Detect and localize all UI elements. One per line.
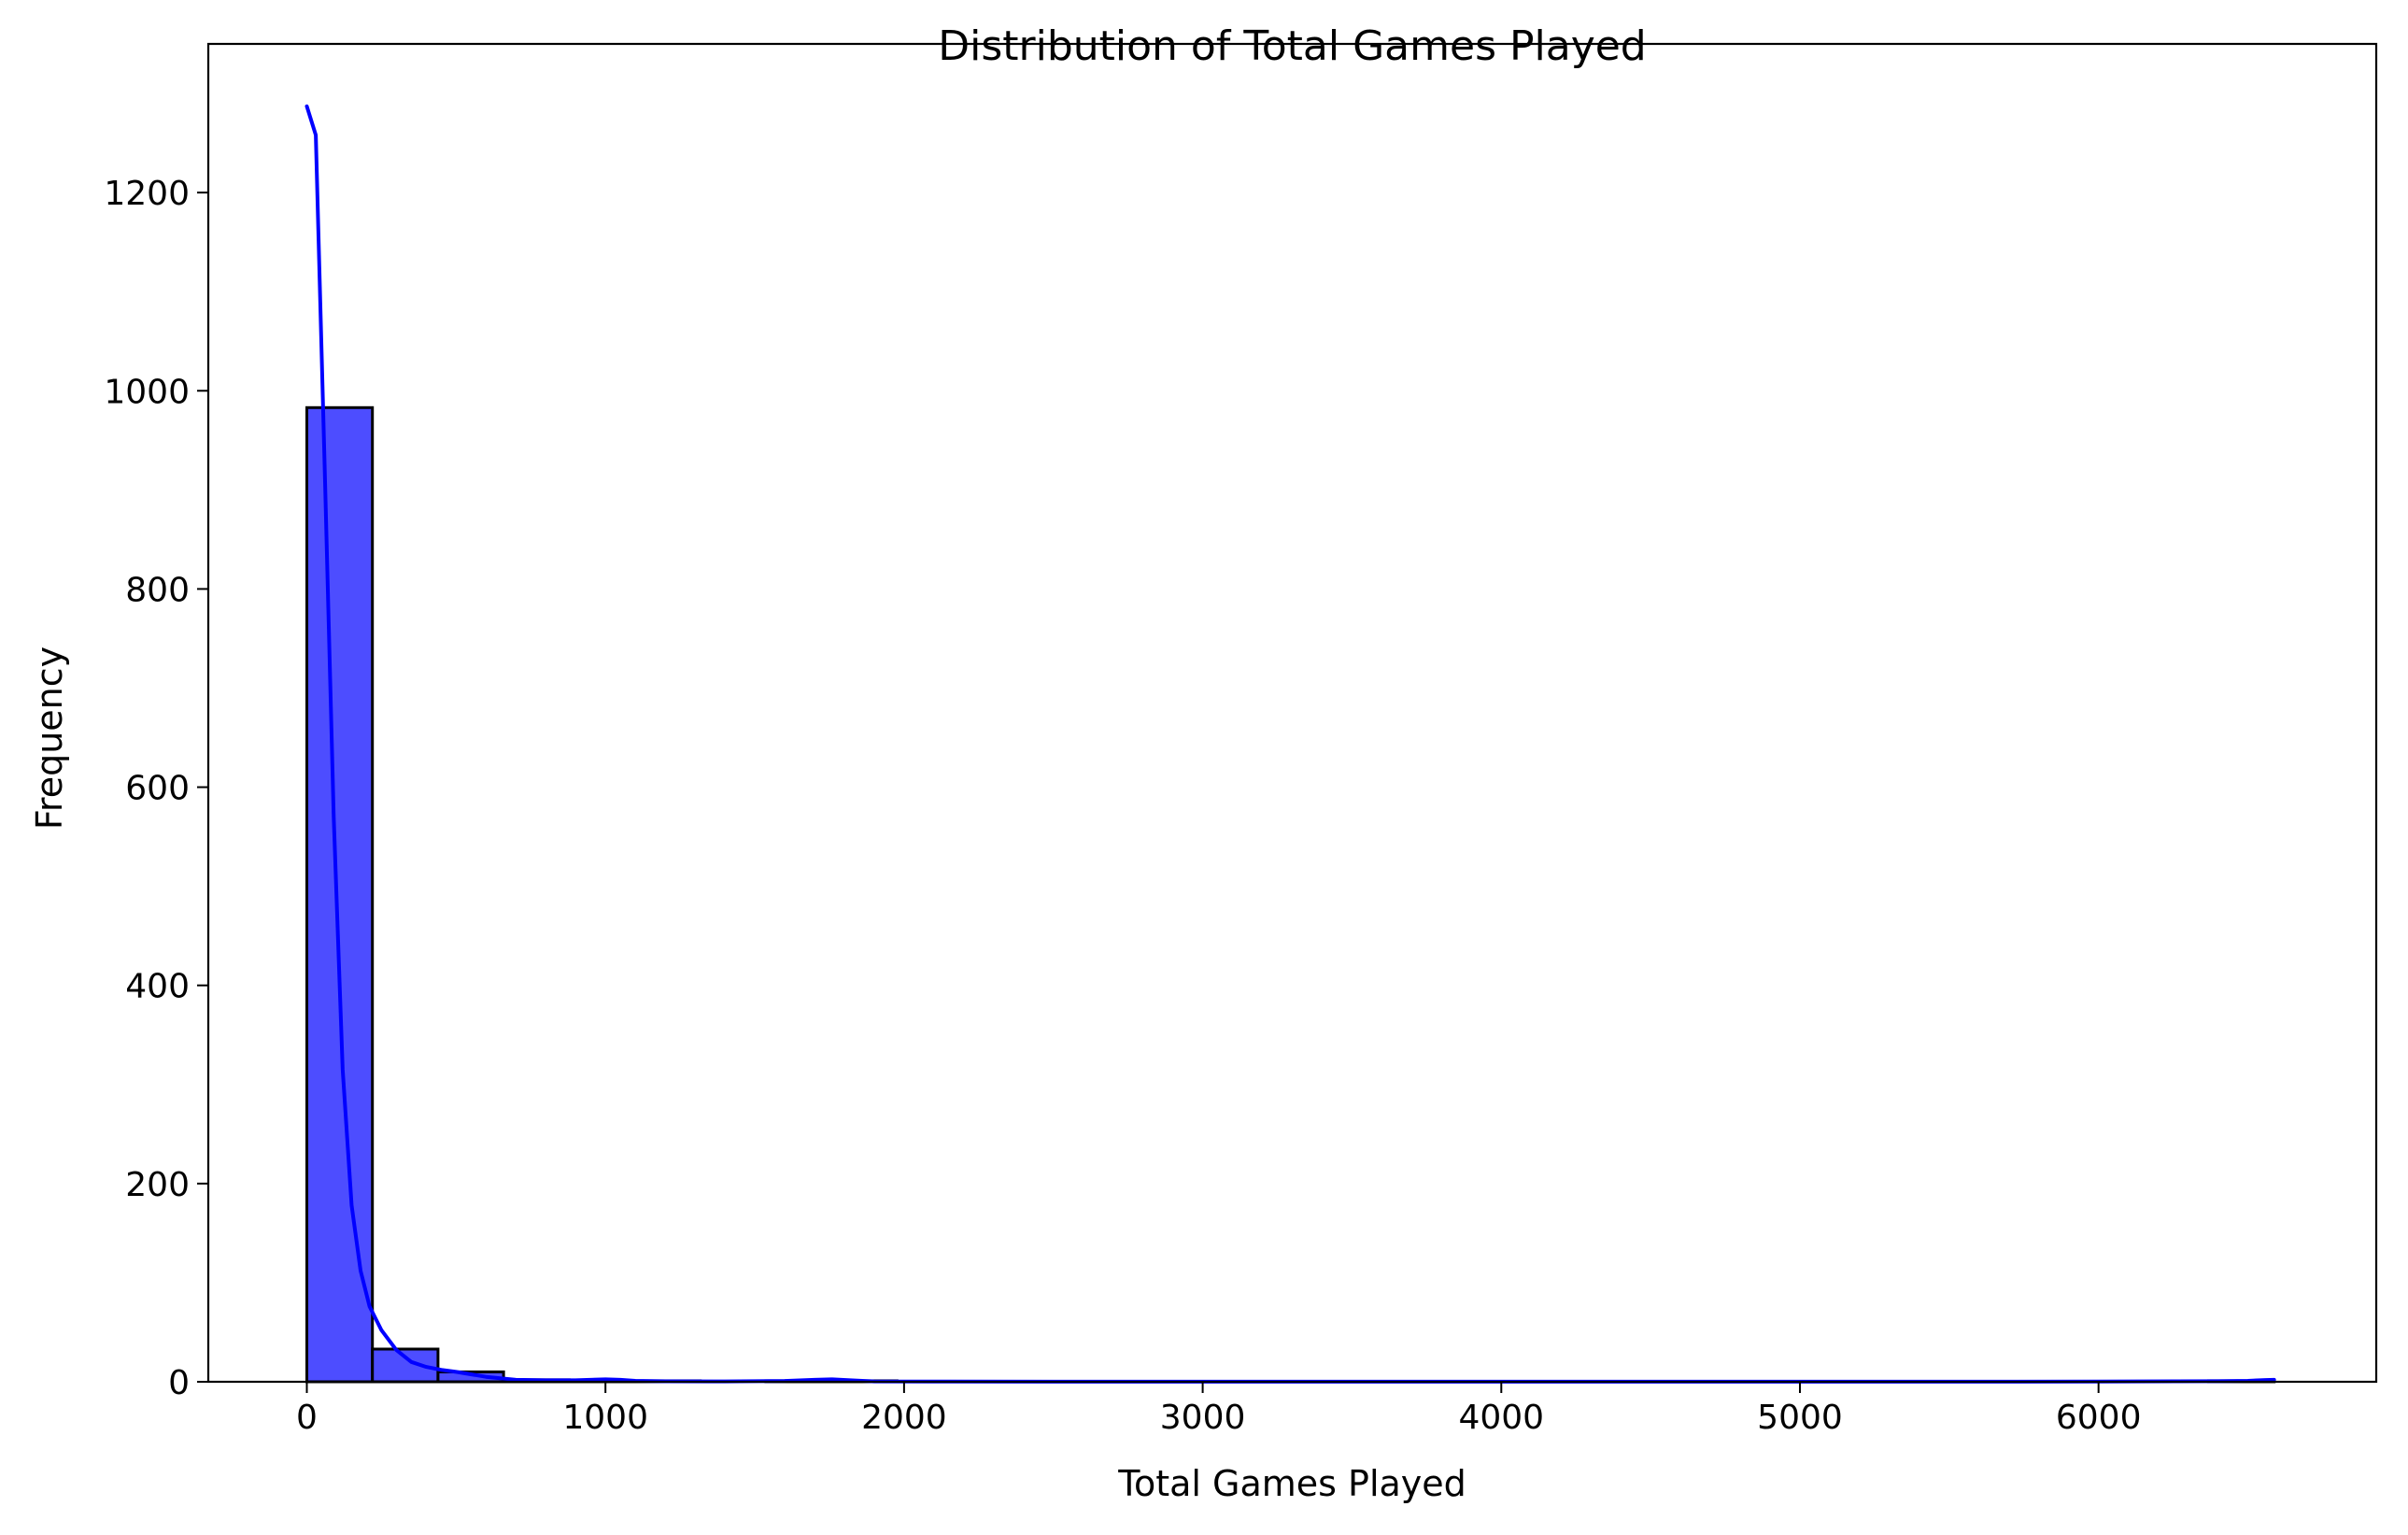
y-tick-label: 400 xyxy=(125,968,190,1006)
x-tick-label: 1000 xyxy=(562,1399,648,1437)
y-tick-label: 1000 xyxy=(104,373,190,411)
x-tick-label: 0 xyxy=(296,1399,318,1437)
x-tick-label: 2000 xyxy=(861,1399,947,1437)
histogram-bar xyxy=(305,405,375,1384)
y-tick-label: 0 xyxy=(168,1364,190,1402)
y-tick-label: 600 xyxy=(125,770,190,808)
x-tick-label: 5000 xyxy=(1757,1399,1843,1437)
x-axis-label: Total Games Played xyxy=(1117,1463,1466,1504)
y-tick-label: 200 xyxy=(125,1166,190,1204)
x-tick-label: 4000 xyxy=(1458,1399,1544,1437)
y-axis: 0 200 400 600 800 1000 1200 xyxy=(104,175,208,1402)
y-tick-label: 800 xyxy=(125,571,190,609)
x-axis: 0 1000 2000 3000 4000 5000 6000 xyxy=(296,1382,2141,1437)
x-tick-label: 6000 xyxy=(2056,1399,2142,1437)
plot-frame xyxy=(206,42,2378,1384)
x-tick-label: 3000 xyxy=(1160,1399,1246,1437)
y-axis-label: Frequency xyxy=(29,647,70,830)
y-tick-label: 1200 xyxy=(104,175,190,213)
chart-title: Distribution of Total Games Played xyxy=(938,22,1646,70)
